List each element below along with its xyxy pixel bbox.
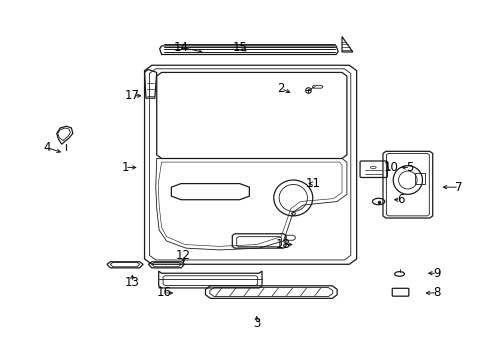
Text: 10: 10	[383, 161, 397, 174]
Text: 13: 13	[124, 276, 140, 289]
Text: 11: 11	[305, 177, 320, 190]
Text: 12: 12	[176, 249, 191, 262]
Text: 4: 4	[43, 141, 51, 154]
Text: 18: 18	[276, 238, 290, 251]
Text: 2: 2	[277, 82, 284, 95]
Text: 6: 6	[396, 193, 404, 206]
Text: 14: 14	[173, 41, 188, 54]
Text: 9: 9	[432, 267, 440, 280]
Text: 8: 8	[432, 287, 440, 300]
Text: 7: 7	[454, 181, 462, 194]
Text: 3: 3	[252, 317, 260, 330]
Text: 1: 1	[121, 161, 128, 174]
Text: 5: 5	[406, 161, 413, 174]
Text: 16: 16	[156, 287, 171, 300]
Text: 17: 17	[124, 89, 140, 102]
Text: 15: 15	[232, 41, 246, 54]
